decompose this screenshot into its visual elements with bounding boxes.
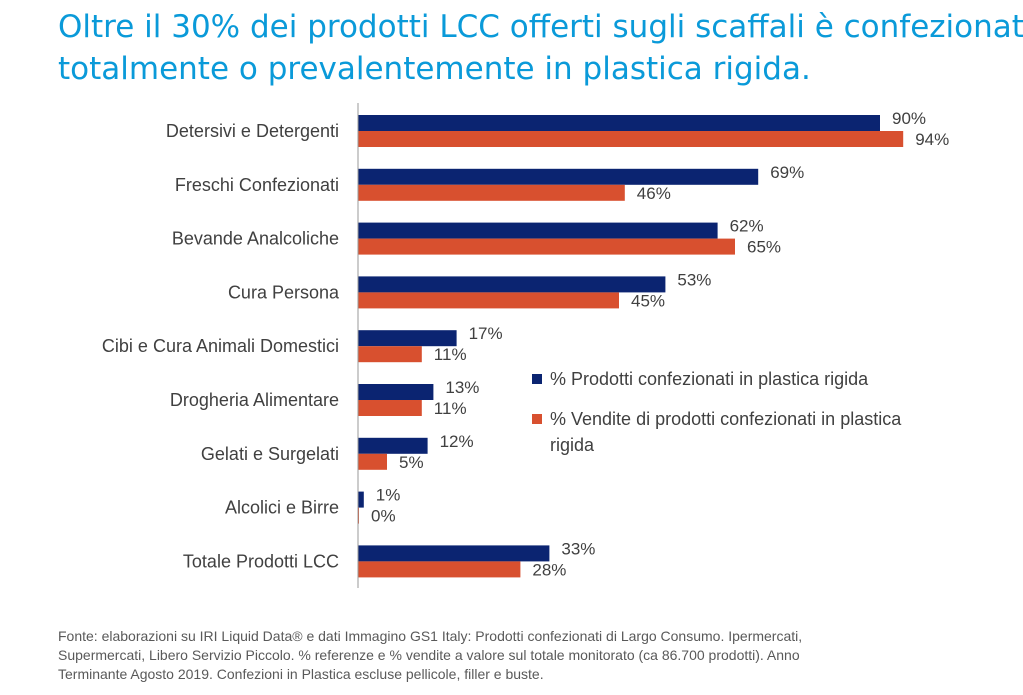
- bar-products-drogheria-alimentare: [358, 384, 434, 400]
- bar-sales-bevande-analcoliche: [358, 238, 735, 255]
- category-label-cura-persona: Cura Persona: [228, 282, 340, 302]
- bar-sales-totale-prodotti-lcc: [358, 561, 521, 578]
- legend-item-products: % Prodotti confezionati in plastica rigi…: [532, 366, 972, 392]
- bar-products-totale-prodotti-lcc: [358, 545, 550, 562]
- source-line-1: Fonte: elaborazioni su IRI Liquid Data® …: [58, 628, 803, 644]
- value-label-sales-drogheria-alimentare: 11%: [434, 399, 467, 418]
- category-labels: Detersivi e Detergenti Freschi Confeziona…: [102, 121, 340, 571]
- title-line-1: Oltre il 30% dei prodotti LCC offerti su…: [58, 9, 1023, 45]
- category-label-totale-prodotti-lcc: Totale Prodotti LCC: [183, 551, 339, 571]
- category-label-drogheria-alimentare: Drogheria Alimentare: [170, 390, 339, 410]
- bar-products-cura-persona: [358, 276, 666, 293]
- bar-chart: Detersivi e Detergenti Freschi Confeziona…: [102, 103, 949, 588]
- source-note: Fonte: elaborazioni su IRI Liquid Data® …: [58, 627, 988, 684]
- category-label-gelati-e-surgelati: Gelati e Surgelati: [201, 444, 339, 464]
- value-label-sales-cura-persona: 45%: [631, 291, 665, 310]
- source-line-3: Terminante Agosto 2019. Confezioni in Pl…: [58, 666, 544, 682]
- category-label-alcolici-e-birre: Alcolici e Birre: [225, 498, 339, 518]
- bar-products-detersivi-e-detergenti: [358, 115, 880, 131]
- category-label-bevande-analcoliche: Bevande Analcoliche: [172, 229, 339, 249]
- bars-group: [358, 115, 904, 578]
- bar-products-gelati-e-surgelati: [358, 437, 428, 454]
- source-line-2: Supermercati, Libero Servizio Piccolo. %…: [58, 647, 800, 663]
- value-labels: 90%94%69%46%62%65%53%45%17%11%13%11%12%5…: [371, 109, 949, 579]
- category-label-cibi-e-cura-animali-domestici: Cibi e Cura Animali Domestici: [102, 336, 339, 356]
- value-label-sales-totale-prodotti-lcc: 28%: [532, 560, 566, 579]
- bar-sales-detersivi-e-detergenti: [358, 131, 904, 147]
- value-label-products-totale-prodotti-lcc: 33%: [561, 539, 595, 558]
- value-label-sales-freschi-confezionati: 46%: [637, 184, 671, 203]
- bar-products-cibi-e-cura-animali-domestici: [358, 330, 457, 347]
- bar-sales-gelati-e-surgelati: [358, 453, 387, 470]
- category-label-detersivi-e-detergenti: Detersivi e Detergenti: [166, 121, 339, 141]
- value-label-sales-alcolici-e-birre: 0%: [371, 507, 396, 526]
- legend-swatch-sales: [532, 414, 542, 424]
- legend-label-sales-2: rigida: [550, 435, 595, 455]
- bar-products-bevande-analcoliche: [358, 222, 718, 239]
- value-label-products-gelati-e-surgelati: 12%: [440, 432, 474, 451]
- legend: % Prodotti confezionati in plastica rigi…: [532, 366, 972, 472]
- bar-sales-drogheria-alimentare: [358, 400, 422, 416]
- value-label-products-freschi-confezionati: 69%: [770, 163, 804, 182]
- legend-label-products: % Prodotti confezionati in plastica rigi…: [550, 369, 869, 389]
- value-label-products-drogheria-alimentare: 13%: [445, 378, 479, 397]
- page-title: Oltre il 30% dei prodotti LCC offerti su…: [58, 6, 1023, 90]
- legend-item-sales: % Vendite di prodotti confezionati in pl…: [532, 406, 972, 458]
- bar-sales-freschi-confezionati: [358, 184, 625, 201]
- value-label-products-bevande-analcoliche: 62%: [730, 217, 764, 236]
- value-label-sales-bevande-analcoliche: 65%: [747, 238, 781, 257]
- value-label-sales-cibi-e-cura-animali-domestici: 11%: [434, 345, 467, 364]
- bar-sales-cibi-e-cura-animali-domestici: [358, 346, 422, 363]
- value-label-products-alcolici-e-birre: 1%: [376, 486, 401, 505]
- value-label-products-cibi-e-cura-animali-domestici: 17%: [469, 324, 503, 343]
- category-label-freschi-confezionati: Freschi Confezionati: [175, 175, 339, 195]
- value-label-products-detersivi-e-detergenti: 90%: [892, 109, 926, 128]
- value-label-sales-gelati-e-surgelati: 5%: [399, 453, 424, 472]
- value-label-products-cura-persona: 53%: [677, 270, 711, 289]
- title-line-2: totalmente o prevalentemente in plastica…: [58, 51, 811, 87]
- legend-swatch-products: [532, 374, 542, 384]
- bar-products-alcolici-e-birre: [358, 491, 364, 508]
- value-label-sales-detersivi-e-detergenti: 94%: [915, 130, 949, 149]
- bar-products-freschi-confezionati: [358, 168, 759, 185]
- bar-sales-cura-persona: [358, 292, 619, 309]
- legend-label-sales: % Vendite di prodotti confezionati in pl…: [550, 409, 902, 429]
